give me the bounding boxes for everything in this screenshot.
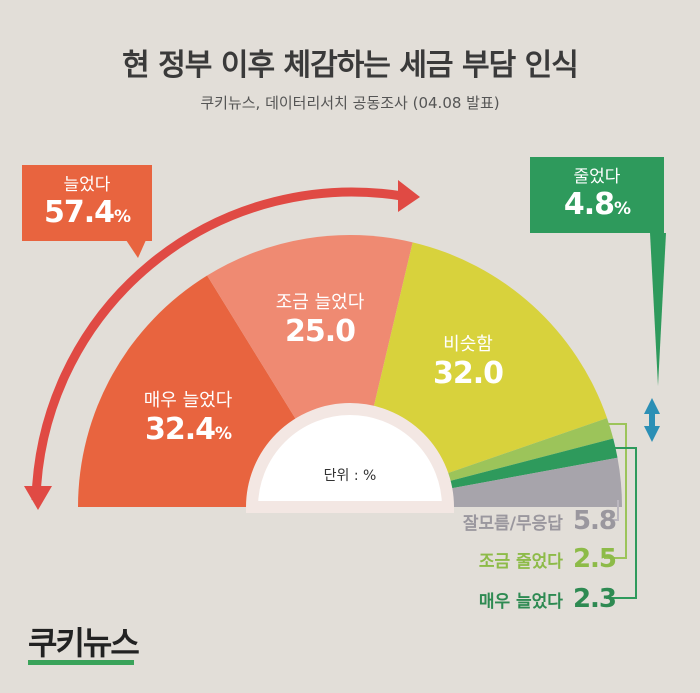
label-slightly-increased-name: 조금 늘었다: [275, 292, 365, 313]
decrease-double-arrow-down: [644, 426, 660, 442]
label-same-name: 비슷함: [443, 334, 493, 355]
brand-logo: 쿠키뉴스: [28, 624, 140, 662]
increase-arrow-head-bottom: [24, 486, 52, 510]
decrease-callout-label: 줄었다: [573, 167, 621, 187]
decrease-callout-tail: [650, 233, 666, 386]
increase-callout-label: 늘었다: [63, 175, 111, 195]
row-much-decreased-name: 매우 늘었다: [478, 592, 563, 612]
inner-hole: [245, 403, 455, 513]
row-unknown-value: 5.8: [572, 506, 617, 536]
row-slightly-decreased-name: 조금 줄었다: [478, 552, 563, 572]
row-much-decreased-value: 2.3: [572, 584, 617, 614]
slightly-decreased-connector: [604, 423, 627, 559]
increase-arrow: [31, 187, 403, 501]
row-slightly-decreased: 조금 줄었다 2.5: [478, 544, 617, 574]
decrease-callout-value: 4.8%: [563, 187, 631, 222]
decrease-double-arrow-up: [644, 398, 660, 414]
label-same: 비슷함 32.0: [398, 330, 538, 391]
label-same-value: 32.0: [432, 356, 504, 391]
row-unknown-name: 잘모름/무응답: [462, 514, 563, 534]
label-much-increased: 매우 늘었다 32.4%: [108, 386, 268, 447]
decrease-double-arrow-shaft: [649, 410, 655, 430]
label-much-increased-name: 매우 늘었다: [143, 390, 233, 411]
unknown-connector: [604, 500, 619, 521]
decrease-callout-box: [530, 157, 664, 233]
increase-callout-tail: [126, 240, 146, 258]
increase-arrow-head-top: [398, 180, 420, 212]
label-much-increased-value: 32.4%: [144, 412, 232, 447]
increase-callout-box: [22, 165, 152, 241]
increase-callout: 늘었다 57.4%: [22, 170, 152, 230]
chart-subtitle: 쿠키뉴스, 데이터리서치 공동조사 (04.08 발표): [200, 94, 500, 112]
label-slightly-increased-value: 25.0: [284, 314, 356, 349]
row-much-decreased: 매우 늘었다 2.3: [478, 584, 617, 614]
label-slightly-increased: 조금 늘었다 25.0: [240, 288, 400, 349]
unit-label: 단위 : %: [323, 468, 377, 484]
chart-title: 현 정부 이후 체감하는 세금 부담 인식: [122, 48, 579, 83]
much-decreased-connector: [606, 447, 637, 599]
increase-callout-value: 57.4%: [43, 195, 131, 230]
decrease-callout: 줄었다 4.8%: [530, 162, 664, 222]
row-unknown: 잘모름/무응답 5.8: [462, 506, 617, 536]
brand-underline: [28, 660, 134, 665]
row-slightly-decreased-value: 2.5: [572, 544, 617, 574]
